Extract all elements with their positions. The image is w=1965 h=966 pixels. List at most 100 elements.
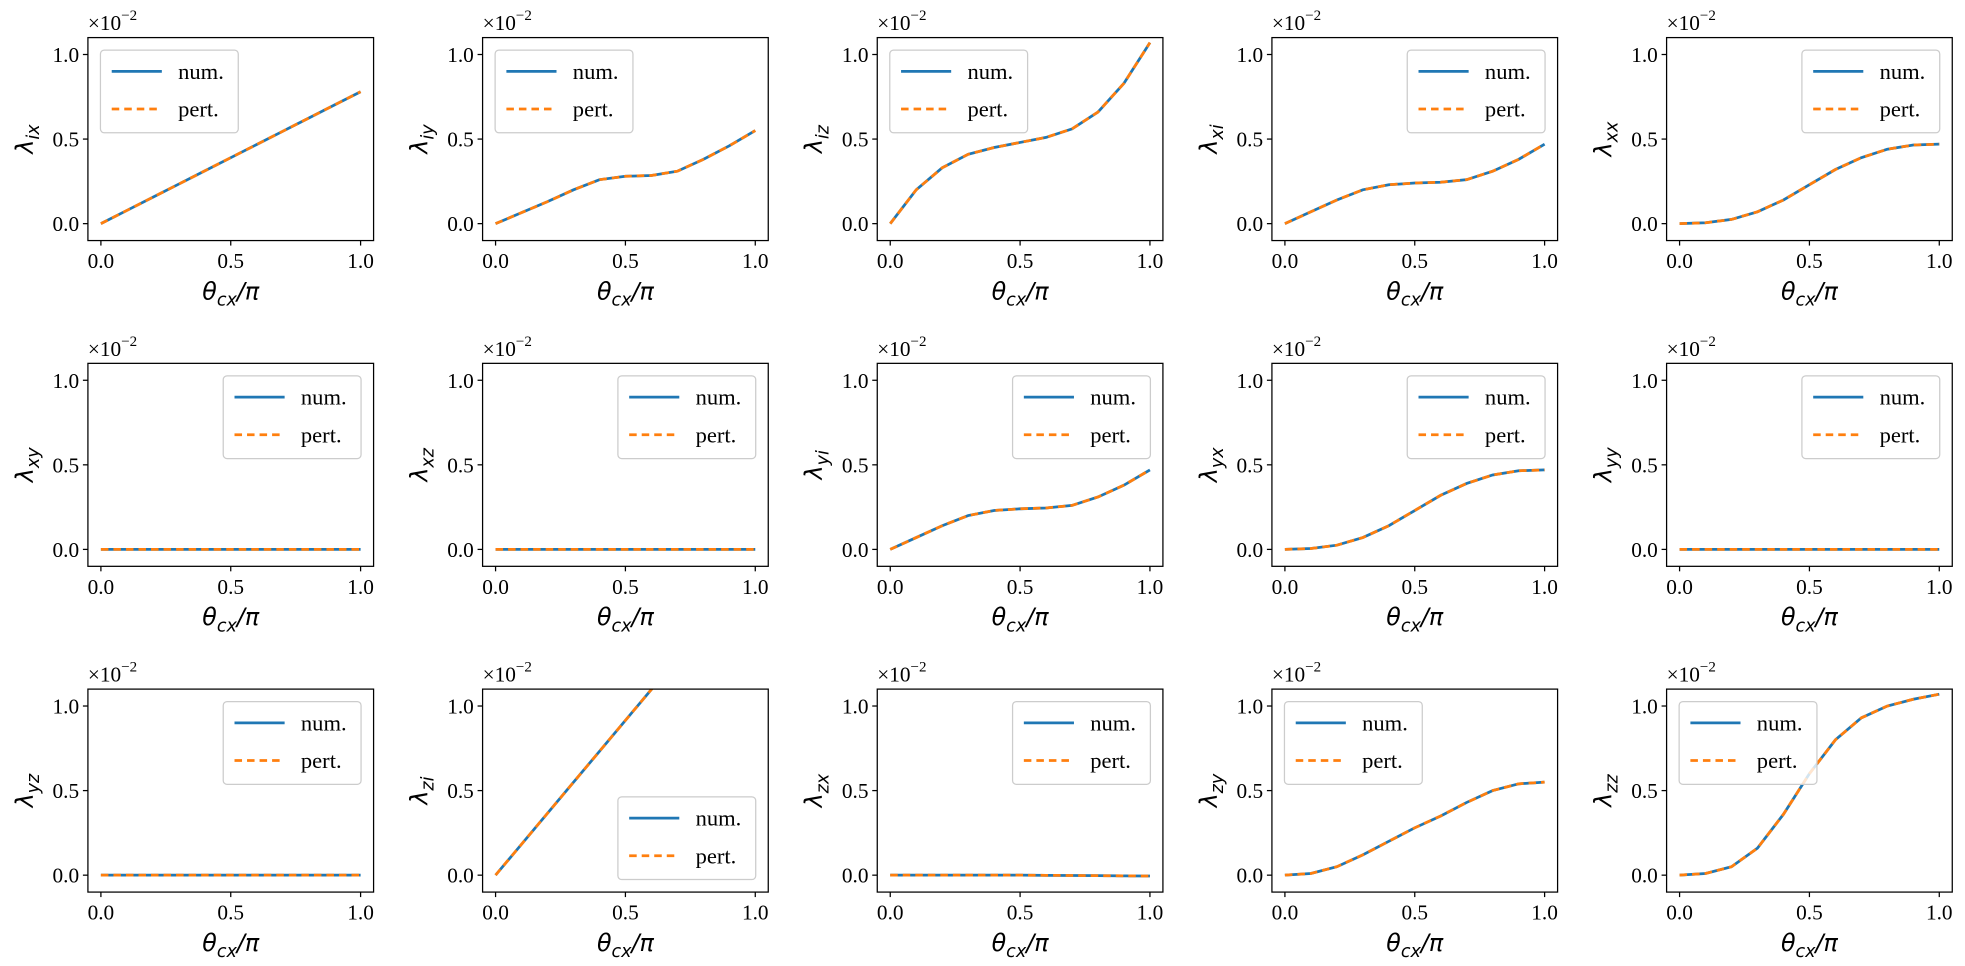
x-tick-label: 0.0 — [877, 901, 904, 925]
x-label-part: /π — [630, 277, 655, 305]
y-tick-label: 0.5 — [1237, 453, 1264, 477]
series-line — [1284, 468, 1545, 551]
subplot: 0.0 0.5 1.0 0.0 0.5 1.0 ×10−2 θcx/π λxx num. pert. — [1589, 8, 1953, 311]
y-tick-label: 0.5 — [842, 128, 869, 152]
legend-label: num. — [1090, 710, 1136, 735]
legend-label: pert. — [1362, 748, 1403, 773]
y-tick-label: 0.0 — [842, 538, 869, 562]
y-label-part: λ — [1195, 468, 1223, 484]
x-axis-label: θcx/π — [992, 603, 1050, 636]
legend-label: num. — [696, 385, 742, 410]
x-axis-label: θcx/π — [597, 277, 655, 310]
y-label-part: λ — [800, 793, 828, 809]
subplot: 0.0 0.5 1.0 0.0 0.5 1.0 ×10−2 θcx/π λzz num. pert. — [1589, 660, 1953, 962]
legend-label: num. — [1485, 59, 1531, 84]
y-label-part: yz — [24, 773, 44, 794]
offset-base: ×10 — [483, 337, 516, 361]
x-label-part: θ — [1781, 277, 1796, 305]
x-axis-label: θcx/π — [1781, 929, 1839, 962]
x-label-part: θ — [1386, 603, 1401, 631]
x-axis-label: θcx/π — [1781, 603, 1839, 636]
y-axis-label: λzz — [1589, 774, 1622, 809]
y-tick-label: 0.5 — [53, 128, 80, 152]
x-tick-label: 0.0 — [1272, 249, 1299, 273]
offset-base: ×10 — [1667, 337, 1700, 361]
y-tick-label: 1.0 — [1631, 369, 1658, 393]
x-tick-label: 0.5 — [1796, 249, 1823, 273]
y-tick-label: 0.0 — [53, 538, 80, 562]
y-tick-label: 1.0 — [1631, 695, 1658, 719]
y-axis-label: λzy — [1195, 773, 1228, 809]
x-label-part: cx — [612, 616, 633, 636]
series-line — [100, 90, 362, 225]
y-label-part: λ — [1195, 140, 1223, 156]
y-label-part: λ — [1589, 142, 1617, 158]
legend-label: num. — [967, 59, 1013, 84]
y-tick-label: 1.0 — [842, 369, 869, 393]
x-label-part: cx — [1796, 942, 1817, 962]
y-tick-label: 0.0 — [1631, 864, 1658, 888]
x-tick-label: 0.0 — [88, 249, 115, 273]
y-label-part: xx — [1603, 121, 1623, 143]
x-label-part: /π — [235, 277, 260, 305]
subplot: 0.0 0.5 1.0 0.0 0.5 1.0 ×10−2 θcx/π λxi num. pert. — [1195, 8, 1559, 311]
subplot: 0.0 0.5 1.0 0.0 0.5 1.0 ×10−2 θcx/π λyy num. pert. — [1589, 334, 1953, 636]
x-tick-label: 0.0 — [877, 575, 904, 599]
x-label-part: cx — [1006, 942, 1027, 962]
y-tick-label: 0.0 — [53, 864, 80, 888]
series-line — [890, 873, 1150, 878]
legend-label: num. — [1485, 385, 1531, 410]
x-tick-label: 0.5 — [217, 901, 244, 925]
legend-label: num. — [1362, 710, 1408, 735]
x-tick-label: 0.5 — [217, 575, 244, 599]
y-tick-label: 1.0 — [1237, 369, 1264, 393]
y-tick-label: 0.5 — [1631, 128, 1658, 152]
offset-exp: −2 — [911, 334, 927, 350]
x-label-part: cx — [217, 942, 238, 962]
legend-label: num. — [1880, 59, 1926, 84]
y-axis-label: λiy — [405, 124, 438, 156]
legend-label: pert. — [301, 422, 342, 447]
x-tick-label: 0.5 — [1796, 901, 1823, 925]
y-label-part: λ — [405, 468, 433, 484]
y-tick-label: 0.5 — [1237, 128, 1264, 152]
offset-exp: −2 — [516, 334, 532, 350]
subplot: 0.0 0.5 1.0 0.0 0.5 1.0 ×10−2 θcx/π λzx num. pert. — [800, 660, 1164, 962]
offset-base: ×10 — [1667, 11, 1700, 35]
x-label-part: θ — [202, 277, 217, 305]
offset-text: ×10−2 — [1667, 660, 1716, 687]
x-axis-label: θcx/π — [202, 277, 260, 310]
series-line — [889, 468, 1151, 551]
x-label-part: /π — [1419, 603, 1444, 631]
x-label-part: cx — [1796, 616, 1817, 636]
offset-exp: −2 — [1700, 8, 1716, 24]
offset-exp: −2 — [911, 8, 927, 24]
subplot: 0.0 0.5 1.0 0.0 0.5 1.0 ×10−2 θcx/π λyz num. pert. — [11, 660, 375, 962]
y-label-part: λ — [405, 140, 433, 156]
legend-label: num. — [696, 806, 742, 831]
legend-label: pert. — [1757, 748, 1798, 773]
y-tick-label: 1.0 — [53, 43, 80, 67]
x-axis-label: θcx/π — [1386, 603, 1444, 636]
x-tick-label: 1.0 — [1926, 575, 1953, 599]
y-label-part: iz — [813, 124, 833, 139]
y-label-part: λ — [800, 139, 828, 155]
legend-label: pert. — [696, 843, 737, 868]
y-label-part: zz — [1603, 774, 1623, 794]
y-tick-label: 1.0 — [842, 695, 869, 719]
x-axis-label: θcx/π — [992, 277, 1050, 310]
x-label-part: θ — [992, 603, 1007, 631]
offset-text: ×10−2 — [483, 334, 532, 361]
x-tick-label: 0.0 — [1272, 901, 1299, 925]
x-tick-label: 1.0 — [1926, 901, 1953, 925]
y-label-part: zy — [1208, 773, 1228, 794]
offset-base: ×10 — [483, 663, 516, 687]
y-label-part: ix — [24, 124, 44, 140]
y-axis-label: λxx — [1589, 121, 1622, 158]
legend-label: pert. — [301, 748, 342, 773]
offset-text: ×10−2 — [88, 334, 137, 361]
offset-exp: −2 — [1305, 334, 1321, 350]
x-tick-label: 0.5 — [1401, 901, 1428, 925]
